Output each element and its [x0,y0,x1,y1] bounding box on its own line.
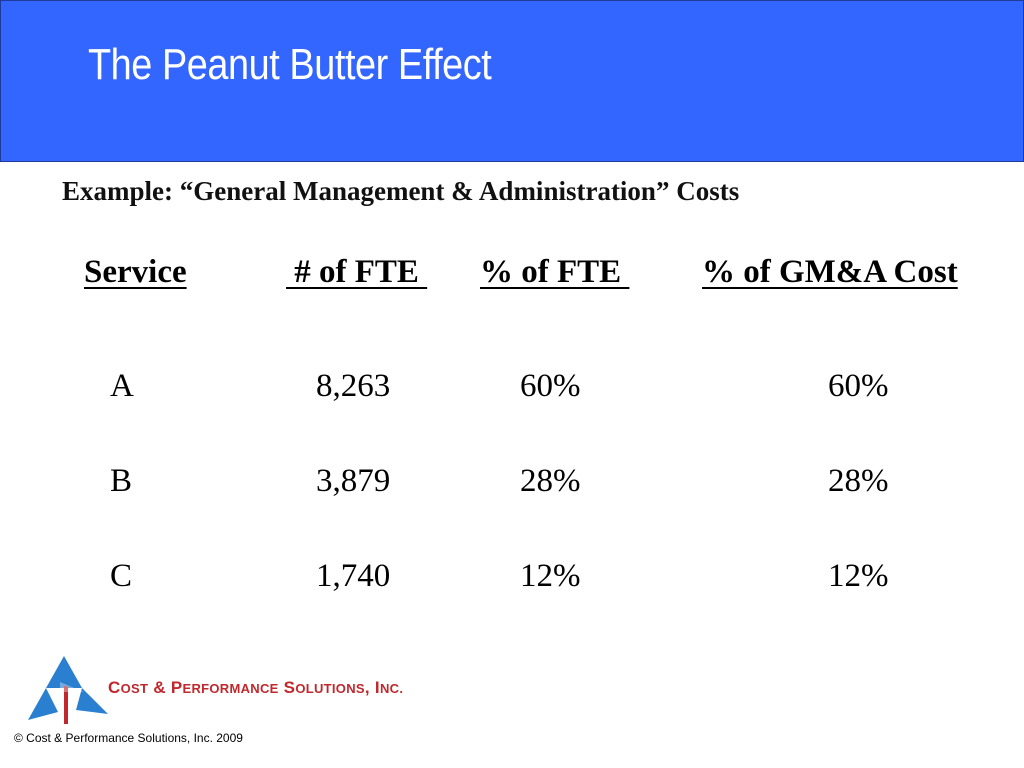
row-b-fte-percent: 28% [520,463,581,499]
row-a-gma-percent: 60% [828,368,889,404]
row-a-service: A [110,368,134,404]
row-c-gma-percent: 12% [828,558,889,594]
slide-title: The Peanut Butter Effect [88,40,492,89]
row-b-gma-percent: 28% [828,463,889,499]
company-logo-icon [28,656,108,724]
row-b-fte-count: 3,879 [316,463,391,499]
company-logo-text: COST & PERFORMANCE SOLUTIONS, INC. [108,678,404,697]
header-service: Service [84,254,187,290]
row-c-service: C [110,558,133,594]
example-subtitle: Example: “General Management & Administr… [62,176,740,206]
copyright-notice: © Cost & Performance Solutions, Inc. 200… [14,731,243,745]
header-fte-count: # of FTE [286,254,428,290]
row-c-fte-percent: 12% [520,558,581,594]
title-bar [0,0,1024,162]
row-a-fte-count: 8,263 [316,368,391,404]
header-fte-percent: % of FTE [480,254,630,290]
header-gma-percent: % of GM&A Cost [702,254,958,290]
row-a-fte-percent: 60% [520,368,581,404]
row-c-fte-count: 1,740 [316,558,391,594]
row-b-service: B [110,463,133,499]
